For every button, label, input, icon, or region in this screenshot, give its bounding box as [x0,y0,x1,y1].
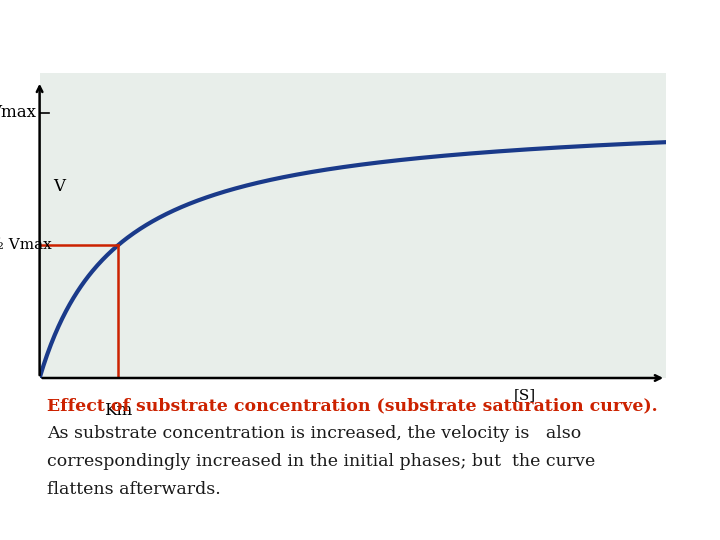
Text: V: V [53,179,66,195]
Text: ½ Vmax: ½ Vmax [0,238,51,252]
Text: correspondingly increased in the initial phases; but  the curve: correspondingly increased in the initial… [47,453,595,470]
Text: Km: Km [104,402,132,419]
Text: [S]: [S] [514,388,536,402]
Text: flattens afterwards.: flattens afterwards. [47,481,220,498]
Text: As substrate concentration is increased, the velocity is   also: As substrate concentration is increased,… [47,425,581,442]
Text: Vmax: Vmax [0,104,36,121]
Text: Effect of substrate concentration (substrate saturation curve).: Effect of substrate concentration (subst… [47,397,657,414]
